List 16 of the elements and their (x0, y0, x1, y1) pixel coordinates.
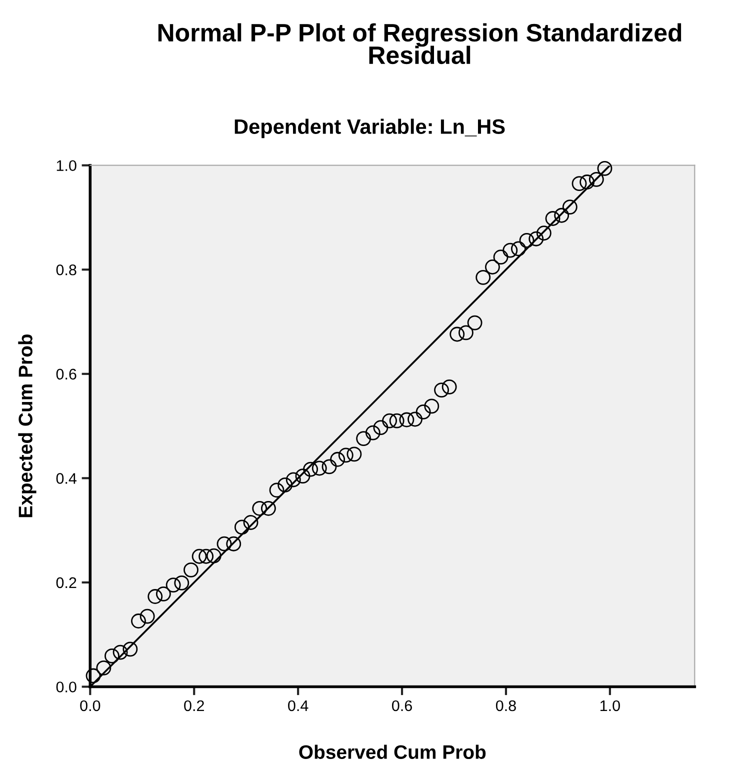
y-tick-label: 0.8 (56, 264, 76, 276)
x-tick-label: 0.0 (80, 700, 100, 712)
x-tick-label: 0.6 (392, 700, 412, 712)
chart-title: Normal P-P Plot of Regression Standardized Residual (158, 23, 682, 64)
x-axis-title: Observed Cum Prob (299, 744, 486, 759)
y-tick-label: 1.0 (56, 160, 76, 172)
y-tick-label: 0.6 (56, 368, 76, 380)
y-axis-title: Expected Cum Prob (18, 334, 36, 518)
chart-subtitle: Dependent Variable: Ln_HS (234, 118, 505, 138)
x-tick-label: 0.2 (184, 700, 204, 712)
y-tick-label: 0.2 (56, 577, 76, 588)
x-tick-label: 0.8 (496, 700, 516, 712)
y-tick-label: 0.0 (56, 682, 76, 692)
x-tick-label: 1.0 (600, 700, 620, 712)
y-tick-label: 0.4 (56, 473, 77, 484)
x-tick-label: 0.4 (288, 700, 308, 712)
